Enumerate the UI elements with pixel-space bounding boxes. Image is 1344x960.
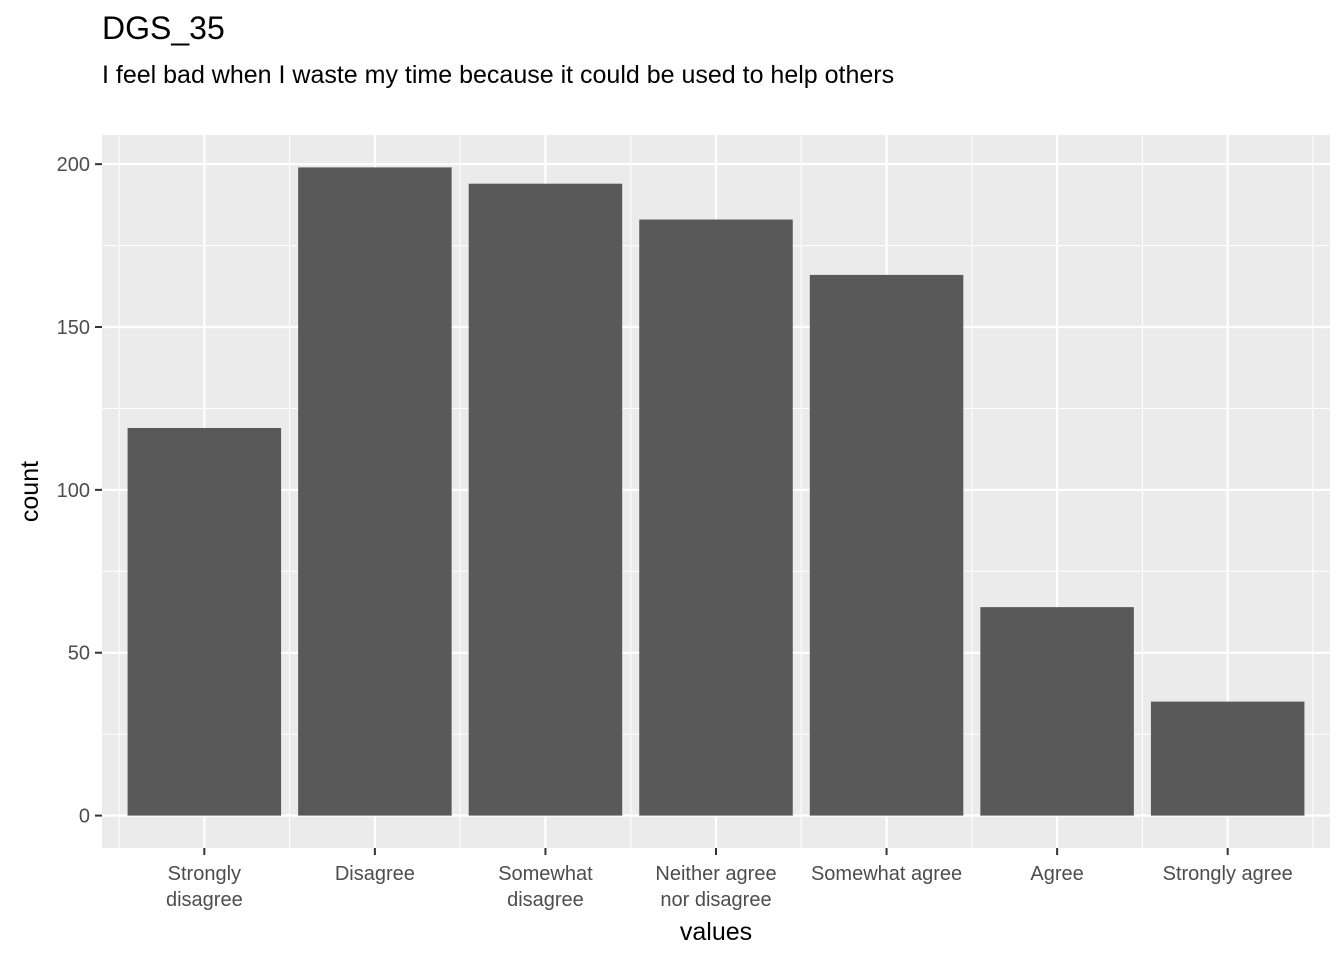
x-tick-label-line: Strongly agree: [1163, 863, 1293, 885]
bar: [639, 219, 793, 816]
x-tick-label: Somewhat agree: [811, 863, 962, 885]
bar: [127, 427, 282, 816]
x-tick-label: Neither agree nor disagree: [655, 863, 776, 911]
x-tick-label-line: disagree: [166, 889, 243, 911]
y-tick-label: 0: [79, 806, 90, 828]
x-tick-label-line: Strongly: [168, 863, 241, 885]
x-tick-label: Disagree: [335, 863, 415, 885]
bar: [809, 274, 964, 816]
bars: [127, 167, 1305, 816]
chart-subtitle: I feel bad when I waste my time because …: [102, 61, 895, 89]
x-tick-label-line: disagree: [507, 889, 584, 911]
y-axis-title: count: [16, 461, 44, 522]
x-tick-label-line: Somewhat: [498, 863, 593, 885]
y-tick-label: 50: [68, 643, 90, 665]
x-tick-label-line: Somewhat agree: [811, 863, 962, 885]
bar: [1150, 701, 1305, 816]
x-tick-label: Strongly agree: [1163, 863, 1293, 885]
x-axis: Strongly disagree Disagree Somewhat disagree…: [166, 848, 1293, 911]
y-tick-label: 100: [57, 480, 90, 502]
x-tick-label: Somewhat disagree: [498, 863, 593, 911]
x-tick-label-line: Disagree: [335, 863, 415, 885]
bar: [468, 183, 623, 816]
x-tick-label-line: Agree: [1030, 863, 1083, 885]
bar: [980, 607, 1134, 816]
x-tick-label: Agree: [1030, 863, 1083, 885]
x-axis-title: values: [680, 918, 752, 946]
y-axis: 0 50 100 150 200: [57, 154, 102, 828]
x-tick-label: Strongly disagree: [166, 863, 243, 911]
x-tick-label-line: nor disagree: [660, 889, 771, 911]
chart-title: DGS_35: [102, 10, 225, 46]
y-tick-label: 150: [57, 317, 90, 339]
x-tick-label-line: Neither agree: [655, 863, 776, 885]
bar: [298, 167, 452, 816]
y-tick-label: 200: [57, 154, 90, 176]
